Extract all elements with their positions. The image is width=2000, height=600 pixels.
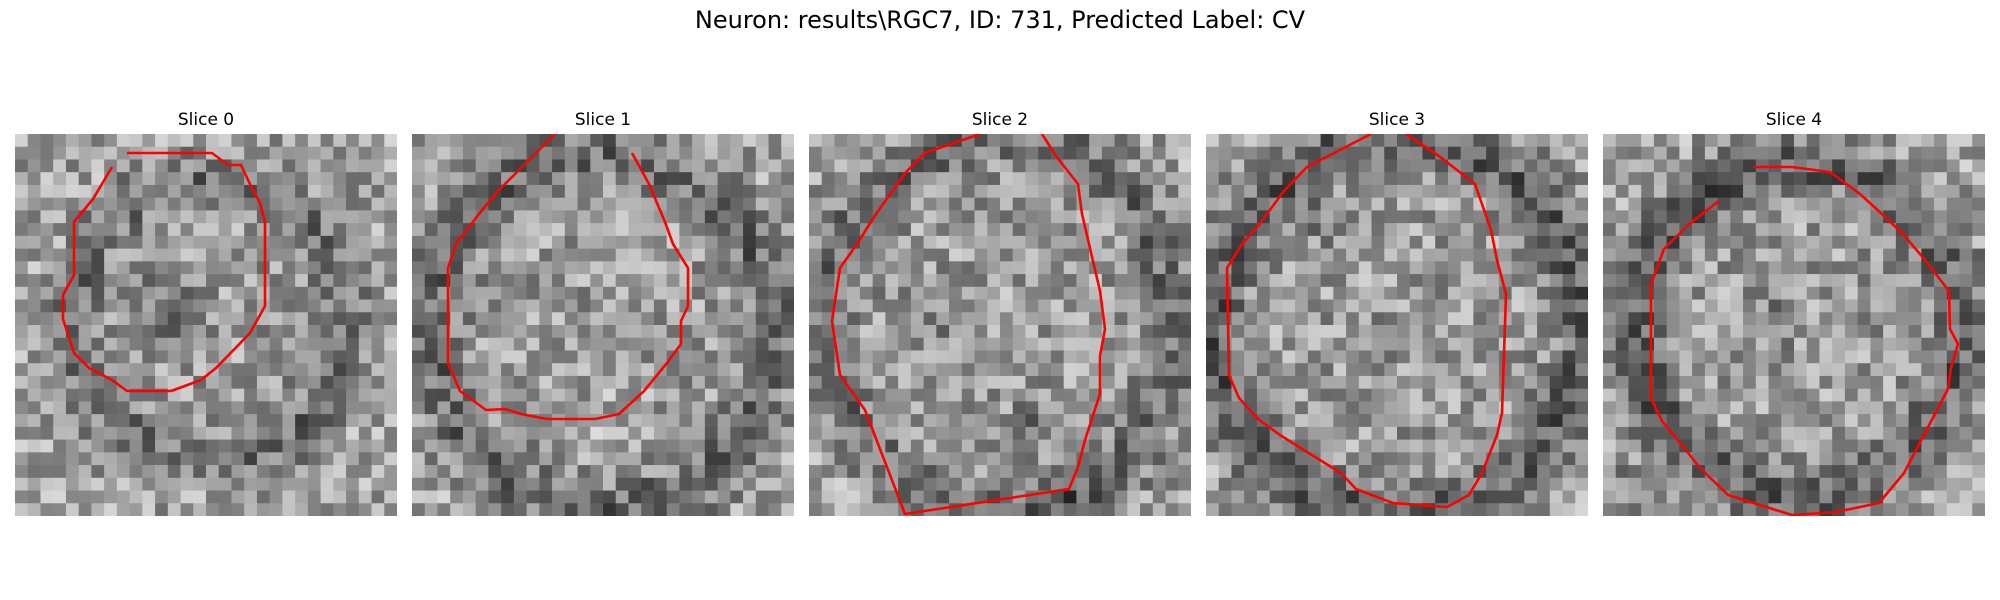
pixel-grid — [809, 134, 1191, 516]
slice-panel-1: Slice 1 — [412, 108, 794, 516]
slice-title: Slice 3 — [1368, 110, 1426, 130]
slice-image — [412, 134, 794, 516]
slice-image — [809, 134, 1191, 516]
slice-image — [15, 134, 397, 516]
pixel-grid — [15, 134, 397, 516]
slice-panel-4: Slice 4 — [1603, 108, 1985, 516]
cell-contour — [61, 151, 267, 393]
cell-contour — [1649, 165, 1960, 516]
slice-panel-0: Slice 0 — [15, 108, 397, 516]
slice-image — [1206, 134, 1588, 516]
slice-image — [1603, 134, 1985, 516]
pixel-grid — [1603, 134, 1985, 516]
slice-title: Slice 4 — [1765, 110, 1823, 130]
cell-contour — [446, 134, 690, 421]
pixel-grid — [1206, 134, 1588, 516]
pixel-grid — [412, 134, 794, 516]
slice-title: Slice 2 — [971, 110, 1029, 130]
slice-title: Slice 0 — [177, 110, 235, 130]
figure-title: Neuron: results\RGC7, ID: 731, Predicted… — [694, 6, 1306, 34]
cell-contour — [1225, 134, 1508, 509]
slice-panel-3: Slice 3 — [1206, 108, 1588, 516]
slice-panel-2: Slice 2 — [809, 108, 1191, 516]
slice-title: Slice 1 — [574, 110, 632, 130]
cell-contour — [830, 134, 1107, 516]
